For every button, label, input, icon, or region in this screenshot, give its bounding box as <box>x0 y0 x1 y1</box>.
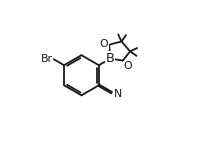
Text: Br: Br <box>41 54 53 64</box>
Text: O: O <box>99 39 108 49</box>
Text: N: N <box>114 89 122 99</box>
Text: B: B <box>106 52 115 65</box>
Text: O: O <box>123 61 132 71</box>
